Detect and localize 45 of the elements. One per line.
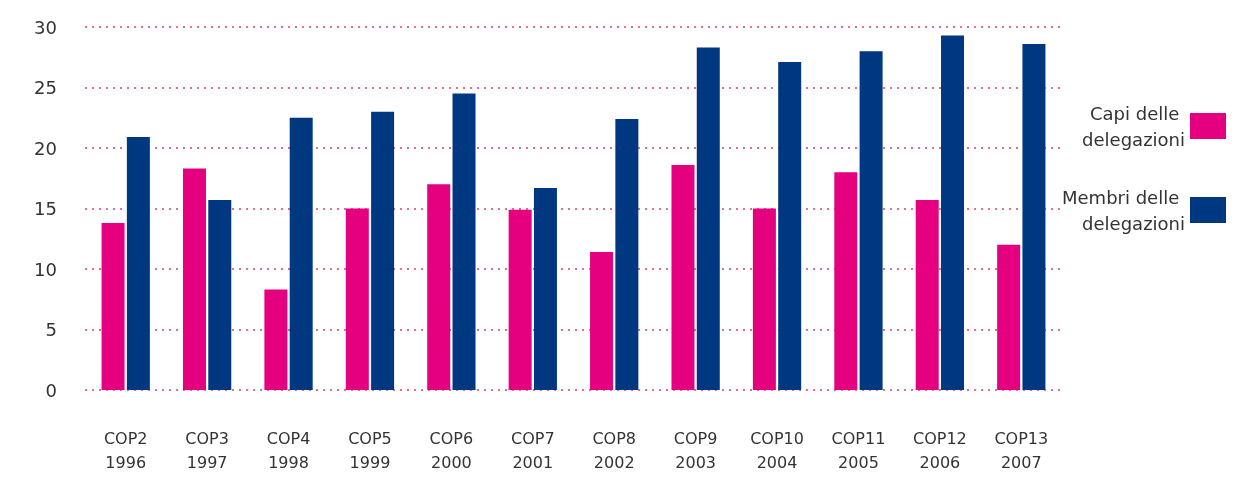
x-tick-label: COP4 1998: [266, 428, 311, 472]
legend-label: Capi delle delegazioni: [1082, 102, 1185, 150]
x-tick-label: COP13 2007: [994, 428, 1049, 472]
bar: [752, 208, 776, 390]
legend-label: Membri delle delegazioni: [1062, 186, 1185, 234]
bar: [289, 117, 313, 390]
bar: [834, 172, 858, 390]
bar: [264, 289, 288, 390]
bar: [533, 187, 557, 390]
x-tick-label: COP12 2006: [912, 428, 967, 472]
bar: [1022, 43, 1046, 390]
bar: [941, 35, 965, 390]
bar: [915, 200, 939, 390]
x-tick-label: COP7 2001: [510, 428, 555, 472]
bar: [859, 51, 883, 390]
bar: [101, 223, 125, 390]
y-tick-label: 0: [45, 379, 57, 401]
bar: [997, 244, 1021, 390]
bar: [371, 111, 395, 390]
y-tick-label: 10: [34, 258, 57, 280]
x-tick-label: COP9 2003: [673, 428, 718, 472]
x-tick-label: COP3 1997: [185, 428, 229, 472]
bar: [452, 93, 476, 390]
bar: [427, 184, 451, 390]
x-tick-label: COP10 2004: [750, 428, 804, 472]
bar: [345, 208, 369, 390]
bar: [182, 168, 206, 390]
x-tick-label: COP11 2005: [831, 428, 886, 472]
y-tick-label: 15: [34, 198, 57, 219]
bar: [590, 252, 614, 390]
bar: [696, 47, 720, 390]
y-tick-label: 25: [34, 77, 57, 98]
x-tick-label: COP6 2000: [429, 428, 474, 472]
bar: [615, 118, 639, 390]
bar: [126, 137, 150, 390]
x-tick-label: COP2 1996: [103, 428, 148, 472]
bar: [508, 209, 532, 390]
x-tick-label: COP5 1999: [348, 428, 392, 472]
y-tick-label: 20: [34, 137, 57, 159]
x-tick-label: COP8 2002: [592, 428, 637, 472]
y-tick-label: 5: [45, 319, 57, 340]
bar: [208, 200, 232, 390]
y-tick-label: 30: [34, 16, 57, 38]
bar: [778, 62, 802, 390]
bar: [671, 164, 695, 390]
